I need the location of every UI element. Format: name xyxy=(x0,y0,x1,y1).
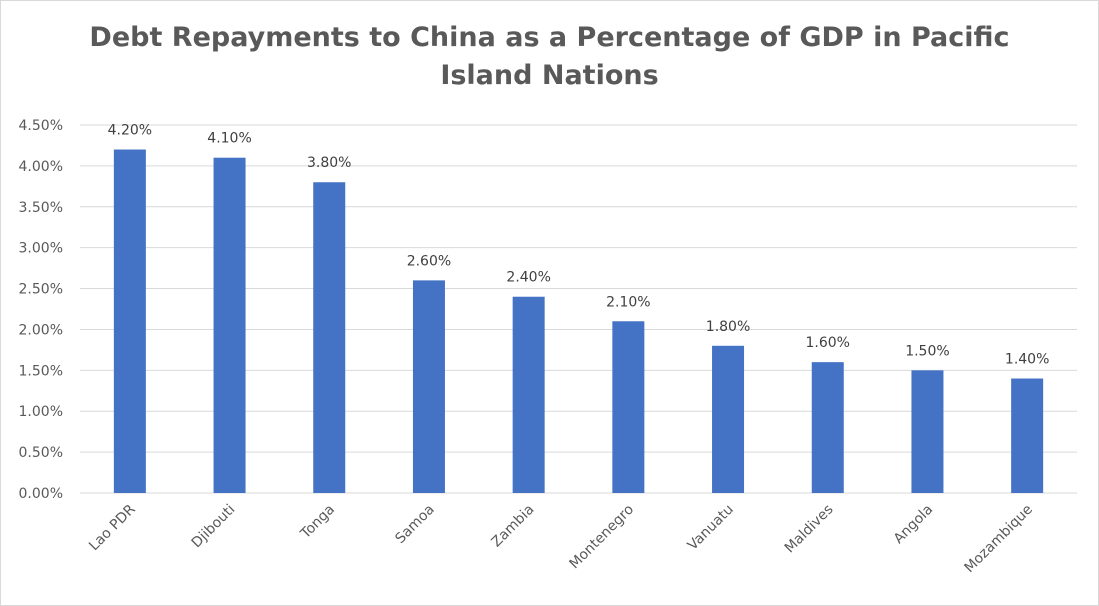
data-label: 2.40% xyxy=(506,270,550,286)
data-label: 1.50% xyxy=(905,343,949,359)
data-label: 1.80% xyxy=(706,319,750,335)
bar xyxy=(1011,378,1044,493)
category-label: Angola xyxy=(891,502,937,548)
category-label: Maldives xyxy=(782,502,837,557)
category-label: Tonga xyxy=(297,502,338,543)
category-label: Mozambique xyxy=(961,502,1036,577)
category-label: Montenegro xyxy=(566,502,637,573)
y-tick-label: 4.00% xyxy=(19,159,63,175)
chart-title: Debt Repayments to China as a Percentage… xyxy=(1,19,1098,95)
data-label: 3.80% xyxy=(307,155,351,171)
y-tick-label: 0.50% xyxy=(19,445,63,461)
y-tick-label: 3.00% xyxy=(19,241,63,257)
y-tick-label: 4.50% xyxy=(19,118,63,134)
data-label: 1.60% xyxy=(806,335,850,351)
chart-title-line-1: Debt Repayments to China as a Percentage… xyxy=(89,22,1010,53)
bar xyxy=(412,280,445,493)
data-label: 4.10% xyxy=(207,131,251,147)
data-label: 2.10% xyxy=(606,294,650,310)
y-tick-label: 1.00% xyxy=(19,404,63,420)
bar xyxy=(213,157,246,493)
y-tick-label: 0.00% xyxy=(19,486,63,502)
data-label: 2.60% xyxy=(407,253,451,269)
y-tick-label: 2.00% xyxy=(19,322,63,338)
y-tick-label: 2.50% xyxy=(19,282,63,298)
bar xyxy=(712,345,745,493)
y-tick-label: 3.50% xyxy=(19,200,63,216)
bar xyxy=(612,321,645,493)
category-label: Samoa xyxy=(392,502,437,547)
category-label: Zambia xyxy=(489,502,538,551)
category-label: Lao PDR xyxy=(86,501,139,554)
bar xyxy=(811,362,844,493)
bar xyxy=(911,370,944,493)
bar xyxy=(512,296,545,493)
y-tick-label: 1.50% xyxy=(19,363,63,379)
chart-title-line-2: Island Nations xyxy=(440,60,659,91)
data-label: 1.40% xyxy=(1005,352,1049,368)
bar xyxy=(313,182,346,493)
category-label: Djibouti xyxy=(189,502,239,552)
bar xyxy=(113,149,146,494)
category-label: Vanuatu xyxy=(685,502,737,554)
data-label: 4.20% xyxy=(108,123,152,139)
